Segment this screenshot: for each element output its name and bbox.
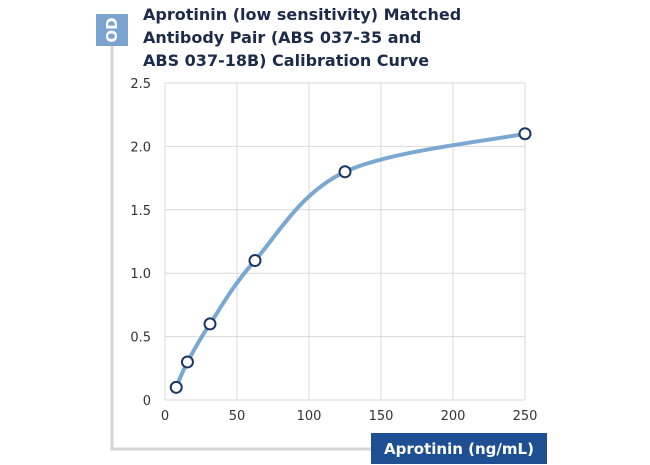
y-axis-label-badge-bg bbox=[96, 14, 128, 46]
data-point-marker bbox=[338, 165, 352, 179]
y-tick-label: 0 bbox=[143, 394, 151, 409]
x-tick-label: 200 bbox=[441, 409, 466, 424]
x-axis-label-badge-bg bbox=[371, 433, 547, 464]
data-point-marker bbox=[180, 355, 194, 369]
grid-lines bbox=[164, 82, 526, 401]
chart-title-line-3: ABS 037-18B) Calibration Curve bbox=[143, 51, 429, 70]
y-tick-label: 0.5 bbox=[130, 331, 151, 346]
chart-title-line-2: Antibody Pair (ABS 037-35 and bbox=[143, 28, 421, 47]
x-tick-label: 50 bbox=[229, 409, 246, 424]
data-point-marker bbox=[518, 127, 532, 141]
x-tick-label: 150 bbox=[369, 409, 394, 424]
chart-title: Aprotinin (low sensitivity) Matched Anti… bbox=[143, 5, 461, 70]
y-tick-label: 1.0 bbox=[130, 267, 151, 282]
chart-title-line-1: Aprotinin (low sensitivity) Matched bbox=[143, 5, 461, 24]
data-point-marker bbox=[203, 317, 217, 331]
outer-frame bbox=[110, 14, 372, 451]
x-tick-label: 100 bbox=[297, 409, 322, 424]
y-axis-label-badge: OD bbox=[96, 14, 128, 46]
y-tick-label: 1.5 bbox=[130, 204, 151, 219]
x-axis-label: Aprotinin (ng/mL) bbox=[384, 440, 534, 458]
data-points bbox=[169, 127, 532, 394]
tick-labels: 0 50 100 150 200 250 0 0.5 1.0 1.5 2.0 2.5 bbox=[130, 77, 537, 424]
x-tick-label: 250 bbox=[513, 409, 538, 424]
y-axis-label: OD bbox=[103, 17, 121, 42]
x-axis-label-badge: Aprotinin (ng/mL) bbox=[371, 433, 547, 464]
x-tick-label: 0 bbox=[161, 409, 169, 424]
y-tick-label: 2.0 bbox=[130, 140, 151, 155]
data-point-marker bbox=[248, 254, 262, 268]
data-point-marker bbox=[169, 380, 183, 394]
y-tick-label: 2.5 bbox=[130, 77, 151, 92]
